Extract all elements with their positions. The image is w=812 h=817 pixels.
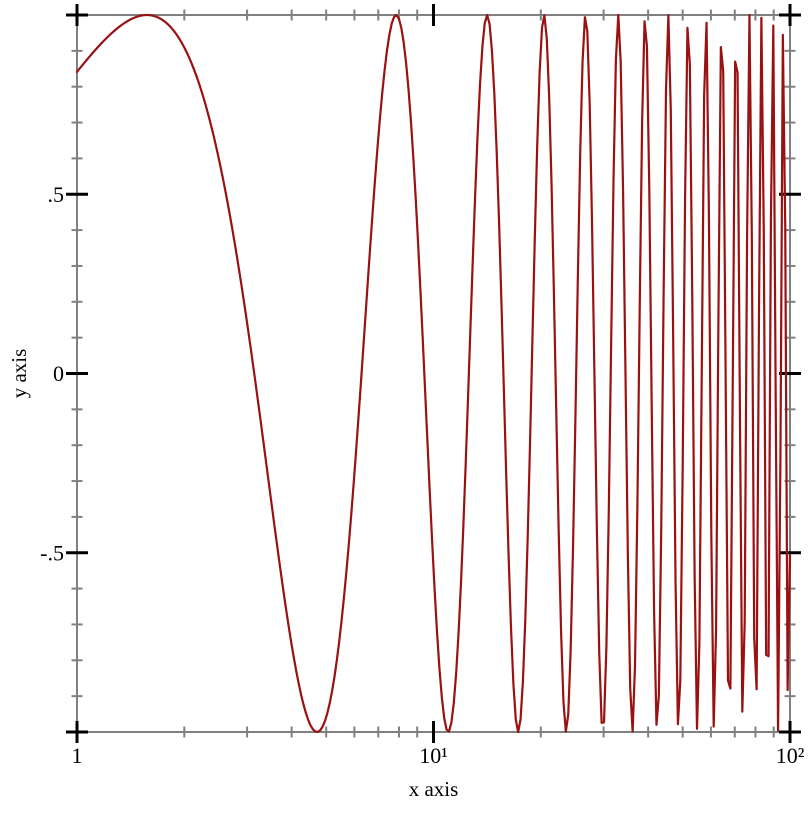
x-tick-label: 1	[72, 743, 83, 768]
x-tick-label: 10²	[776, 743, 805, 768]
y-axis-title: y axis	[7, 349, 31, 399]
x-tick-label: 10¹	[419, 743, 448, 768]
y-tick-label: 0	[53, 361, 64, 386]
function-curve-group	[75, 13, 792, 734]
y-tick-label: -.5	[40, 540, 64, 565]
tick-labels: 1 10¹ 10² .5 0 -.5	[40, 182, 805, 768]
axis-ticks	[66, 4, 801, 743]
x-axis-title: x axis	[409, 777, 459, 801]
y-tick-label: .5	[48, 182, 65, 207]
curve-sin	[75, 13, 792, 734]
